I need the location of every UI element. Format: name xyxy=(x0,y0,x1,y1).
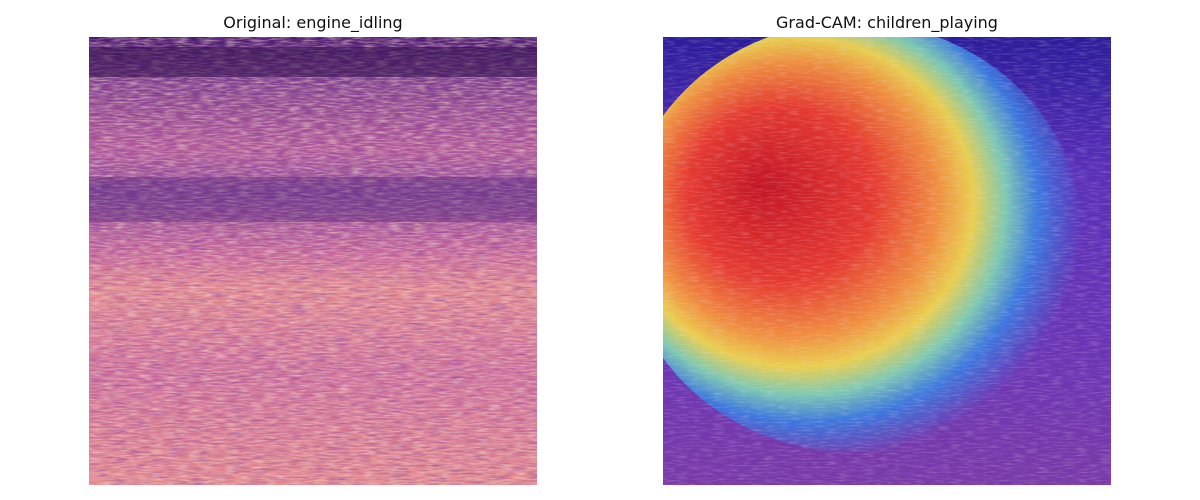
original-panel-title: Original: engine_idling xyxy=(223,13,403,32)
gradcam-panel-title: Grad-CAM: children_playing xyxy=(776,13,998,32)
gradcam-heatmap-image xyxy=(663,37,1111,485)
original-spectrogram-image xyxy=(89,37,537,485)
